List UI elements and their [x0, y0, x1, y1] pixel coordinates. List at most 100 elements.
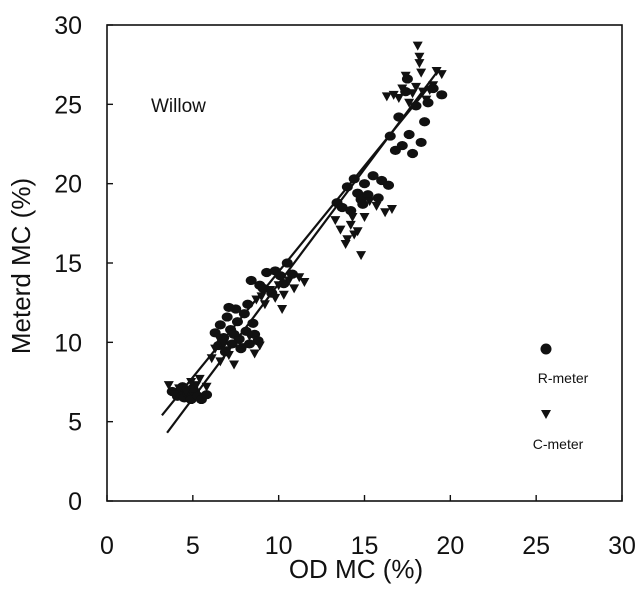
- point-c-meter: [277, 305, 288, 315]
- point-c-meter: [215, 357, 226, 367]
- point-r-meter: [393, 112, 405, 122]
- point-c-meter: [218, 339, 229, 349]
- point-c-meter: [371, 201, 382, 211]
- point-c-meter: [254, 341, 265, 351]
- y-tick-label: 25: [54, 91, 82, 119]
- x-tick-label: 5: [186, 532, 200, 560]
- x-axis-title: OD MC (%): [289, 554, 423, 584]
- axis-ticks: 0 5 10 15 20 25 30 0 5 10 15 20 25 30: [54, 12, 636, 560]
- point-c-meter: [191, 381, 202, 391]
- legend-label-r-meter: R-meter: [538, 370, 589, 386]
- point-c-meter: [352, 227, 363, 237]
- point-c-meter: [400, 71, 411, 81]
- point-r-meter: [231, 317, 243, 327]
- point-c-meter: [414, 52, 425, 62]
- species-annotation: Willow: [151, 96, 206, 117]
- point-c-meter: [404, 98, 415, 108]
- point-c-meter: [222, 346, 233, 356]
- point-c-meter: [206, 354, 217, 364]
- point-r-meter: [367, 171, 379, 181]
- point-c-meter: [414, 59, 425, 69]
- point-r-meter: [228, 329, 240, 339]
- point-c-meter: [234, 336, 245, 346]
- point-r-meter: [201, 390, 213, 400]
- point-c-meter: [345, 220, 356, 230]
- point-r-meter: [419, 117, 431, 127]
- point-r-meter: [359, 179, 370, 189]
- point-r-meter: [223, 302, 235, 313]
- point-c-meter: [330, 216, 341, 226]
- point-r-meter: [242, 299, 254, 309]
- point-c-meter: [359, 212, 370, 222]
- y-tick-label: 20: [54, 171, 82, 199]
- point-c-meter: [412, 41, 423, 51]
- point-c-meter: [251, 295, 262, 305]
- y-tick-label: 15: [54, 250, 82, 278]
- point-c-meter: [356, 251, 367, 261]
- point-r-meter: [261, 267, 273, 278]
- point-c-meter: [388, 90, 399, 100]
- point-r-meter: [396, 140, 408, 151]
- y-tick-label: 10: [54, 329, 82, 357]
- point-c-meter: [411, 82, 421, 92]
- point-c-meter: [416, 68, 427, 78]
- y-tick-label: 30: [54, 12, 82, 40]
- point-c-meter: [417, 87, 428, 97]
- point-r-meter: [415, 137, 427, 148]
- point-c-meter: [168, 390, 179, 400]
- point-c-meter: [380, 208, 391, 218]
- point-r-meter: [384, 131, 396, 141]
- point-c-meter: [407, 89, 418, 99]
- point-r-meter: [238, 309, 250, 319]
- x-tick-label: 30: [608, 532, 636, 560]
- point-c-meter: [386, 205, 397, 215]
- point-c-meter: [421, 95, 432, 105]
- point-c-meter: [213, 333, 224, 343]
- point-r-meter: [357, 199, 369, 209]
- point-r-meter: [221, 312, 233, 322]
- point-r-meter: [341, 182, 353, 192]
- y-tick-label: 5: [68, 409, 82, 437]
- point-c-meter: [201, 382, 212, 392]
- point-c-meter: [256, 292, 267, 302]
- point-r-meter: [403, 129, 415, 140]
- point-c-meter: [244, 331, 255, 341]
- x-tick-label: 10: [265, 532, 293, 560]
- legend-marker-c-meter: [541, 410, 551, 419]
- point-c-meter: [342, 235, 353, 245]
- point-c-meter: [239, 343, 250, 353]
- point-c-meter: [289, 284, 300, 294]
- point-c-meter: [381, 92, 392, 102]
- legend: R-meter C-meter: [533, 343, 589, 452]
- point-c-meter: [174, 384, 185, 394]
- legend-label-c-meter: C-meter: [533, 436, 584, 452]
- point-r-meter: [345, 206, 357, 216]
- point-c-meter: [273, 281, 284, 291]
- point-r-meter: [274, 271, 286, 281]
- y-tick-label: 0: [68, 488, 82, 516]
- point-r-meter: [410, 101, 422, 111]
- point-c-meter: [249, 349, 260, 359]
- point-r-meter: [436, 90, 448, 100]
- point-r-meter: [281, 258, 293, 268]
- x-tick-label: 25: [522, 532, 550, 560]
- point-r-meter: [383, 180, 395, 190]
- legend-marker-r-meter: [540, 343, 552, 355]
- point-c-meter: [431, 67, 442, 77]
- point-c-meter: [397, 84, 408, 94]
- point-r-meter: [214, 320, 226, 330]
- point-c-meter: [180, 387, 191, 397]
- point-c-meter: [210, 344, 221, 354]
- data-points: [163, 41, 448, 405]
- point-c-meter: [393, 93, 404, 103]
- x-tick-label: 20: [436, 532, 464, 560]
- point-c-meter: [364, 197, 375, 207]
- point-r-meter: [245, 275, 257, 286]
- point-c-meter: [194, 374, 205, 384]
- point-c-meter: [294, 273, 305, 283]
- point-c-meter: [428, 81, 439, 91]
- point-r-meter: [372, 193, 384, 203]
